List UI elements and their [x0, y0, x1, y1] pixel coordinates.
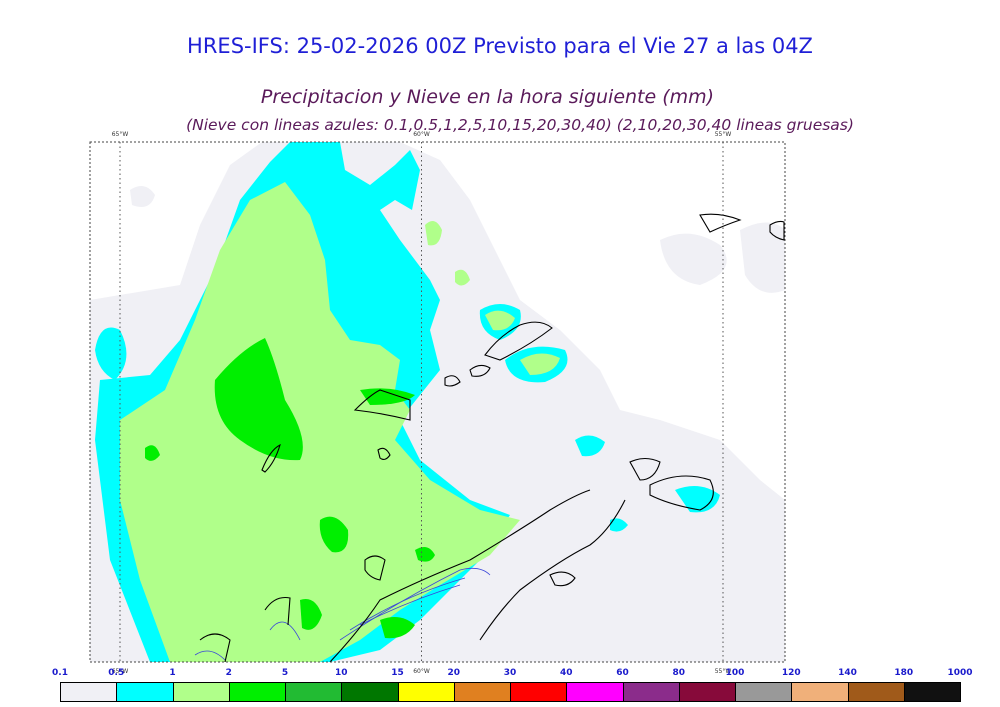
colorbar-label: 20	[447, 668, 461, 678]
precip-lightgreen-patch-3	[425, 221, 442, 246]
precip-lightgreen-main	[120, 182, 520, 662]
colorbar-label: 180	[894, 668, 914, 678]
colorbar-swatch	[285, 682, 343, 702]
meridian-label-0-1: 65°W	[112, 668, 129, 675]
colorbar-swatch	[453, 682, 511, 702]
meridian-label-2-1: 55°W	[715, 668, 732, 675]
colorbar-label: 60	[616, 668, 629, 678]
chart-subtitle-legend: (Nieve con lineas azules: 0.1,0.5,1,2,5,…	[186, 116, 854, 134]
colorbar-swatch	[678, 682, 736, 702]
meridian-label-1-0: 60°W	[413, 131, 430, 138]
colorbar-label: 1	[169, 668, 176, 678]
colorbar-label: 5	[281, 668, 289, 678]
precip-green-patch-3	[360, 388, 415, 405]
meridian-lines: 65°W 65°W 60°W 60°W 55°W 55°W	[112, 131, 732, 675]
colorbar-label: 0.1	[52, 668, 68, 678]
colorbar-label: 80	[672, 668, 686, 678]
colorbar-swatch	[903, 682, 961, 702]
colorbar-swatch	[566, 682, 624, 702]
snow-contours	[194, 567, 491, 661]
colorbar-label: 10	[334, 668, 348, 678]
map-fields	[90, 142, 785, 662]
plot-frame	[89, 141, 786, 663]
colorbar-swatch	[622, 682, 680, 702]
precip-green-patch-1	[145, 445, 160, 461]
colorbar-label: 0.5	[108, 668, 125, 678]
colorbar-swatch	[228, 682, 286, 702]
precip-light-area-2	[660, 233, 727, 285]
colorbar-label: 2	[225, 668, 232, 678]
precip-green-patch-6	[300, 599, 322, 630]
precip-lightgreen-patch-1	[485, 310, 515, 331]
coastlines	[199, 213, 785, 662]
precip-lightgreen-patch-4	[455, 269, 470, 286]
colorbar-swatch	[735, 682, 793, 702]
precip-cyan-area	[95, 327, 127, 380]
chart-title: HRES-IFS: 25-02-2026 00Z Previsto para e…	[187, 34, 813, 58]
meridian-label-2-0: 55°W	[715, 131, 732, 138]
colorbar-swatch	[60, 682, 118, 702]
chart-subtitle: Precipitacion y Nieve en la hora siguien…	[260, 86, 715, 108]
precip-cyan-patch-3	[575, 435, 605, 457]
colorbar-swatch	[791, 682, 849, 702]
precip-green-patch-4	[380, 616, 415, 639]
precip-light-area-4	[130, 186, 155, 208]
precip-cyan-patch-5	[610, 518, 628, 532]
precip-cyan-patch-4	[675, 486, 720, 513]
colorbar-swatch	[847, 682, 905, 702]
meridian-label-0-0: 65°W	[112, 131, 129, 138]
precip-green-patch-5	[415, 546, 435, 562]
precip-green-core	[214, 338, 303, 461]
colorbar-label: 120	[781, 668, 801, 678]
precip-light-area-3	[740, 222, 785, 293]
precip-green-patch-2	[319, 516, 349, 553]
colorbar-label: 1000	[947, 668, 973, 678]
colorbar-label: 40	[559, 668, 573, 678]
colorbar-label: 100	[725, 668, 745, 678]
colorbar-label: 140	[838, 668, 857, 678]
colorbar-swatch	[172, 682, 230, 702]
colorbar-swatch	[341, 682, 399, 702]
colorbar-swatch	[397, 682, 455, 702]
colorbar-swatch	[510, 682, 568, 702]
meridian-label-1-1: 60°W	[413, 668, 430, 675]
precip-lightgreen-patch-2	[520, 353, 560, 375]
colorbar-label: 30	[503, 668, 517, 678]
colorbar-label: 15	[391, 668, 404, 678]
colorbar-swatch	[116, 682, 174, 702]
